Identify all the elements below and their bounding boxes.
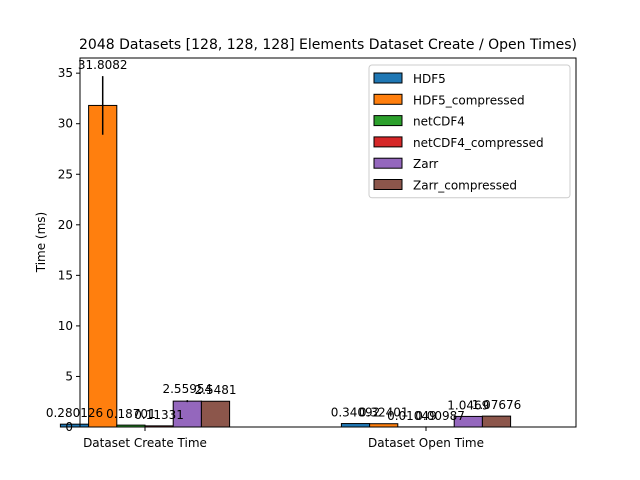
legend-swatch-netCDF4 — [373, 115, 403, 127]
data-label-HDF5-1: 0.34092 — [331, 406, 381, 420]
legend-label-HDF5: HDF5 — [413, 72, 446, 86]
bar-Zarr_compressed-1 — [481, 415, 512, 428]
bar-Zarr_compressed-0 — [200, 400, 231, 428]
legend-label-netCDF4_compressed: netCDF4_compressed — [413, 136, 544, 150]
data-label-HDF5_compressed-1: 0.32401 — [359, 406, 409, 420]
data-label-Zarr_compressed-0: 2.5481 — [195, 383, 237, 397]
data-labels-group: 0.280126 0.34092 31.8082 0.32401 0.18701 0.01… — [46, 58, 521, 423]
y-tick-label-15: 15 — [58, 268, 73, 282]
y-tick-label-5: 5 — [65, 369, 73, 383]
y-tick-label-10: 10 — [58, 319, 73, 333]
y-tick-label-20: 20 — [58, 218, 73, 232]
axes-group: 0 5 10 15 20 25 30 35 Dataset Create Time Dataset… — [58, 57, 577, 450]
legend-swatch-HDF5 — [373, 72, 403, 84]
plot-frame — [79, 57, 577, 428]
legend-swatch-Zarr — [373, 157, 403, 169]
error-bars-group — [101, 76, 189, 403]
bar-HDF5_compressed-0 — [88, 104, 118, 428]
legend-label-netCDF4: netCDF4 — [413, 115, 465, 129]
y-tick-label-0: 0 — [65, 420, 73, 434]
data-label-HDF5-0: 0.280126 — [46, 406, 103, 420]
legend-swatch-HDF5_compressed — [373, 93, 403, 105]
data-label-netCDF4_compressed-1: 0.00987 — [415, 409, 465, 423]
legend-swatch-netCDF4_compressed — [373, 136, 403, 148]
data-label-Zarr_compressed-1: 1.07676 — [472, 398, 522, 412]
legend-swatch-Zarr_compressed — [373, 179, 403, 190]
data-label-Zarr-0: 2.55954 — [162, 382, 212, 396]
legend-box — [368, 64, 571, 199]
y-axis-label: Time (ms) — [34, 212, 48, 274]
bar-HDF5-1 — [340, 423, 371, 428]
data-label-Zarr-1: 1.0469 — [447, 398, 489, 412]
data-label-netCDF4-0: 0.18701 — [106, 407, 156, 421]
x-tick-label-0: Dataset Create Time — [83, 436, 207, 450]
legend-label-Zarr_compressed: Zarr_compressed — [413, 179, 517, 193]
legend-label-Zarr: Zarr — [413, 157, 438, 171]
data-label-netCDF4_compressed-0: 0.11331 — [134, 408, 184, 422]
data-label-HDF5_compressed-0: 31.8082 — [78, 58, 128, 72]
data-label-netCDF4-1: 0.01049 — [387, 409, 437, 423]
legend-label-HDF5_compressed: HDF5_compressed — [413, 93, 525, 107]
y-tick-label-30: 30 — [58, 117, 73, 131]
chart-title: 2048 Datasets [128, 128, 128] Elements D… — [79, 37, 577, 53]
y-tick-label-35: 35 — [58, 66, 73, 80]
x-tick-label-1: Dataset Open Time — [368, 436, 484, 450]
legend: HDF5 HDF5_compressed netCDF4 netCDF4_compre… — [368, 64, 571, 199]
y-tick-label-25: 25 — [58, 167, 73, 181]
